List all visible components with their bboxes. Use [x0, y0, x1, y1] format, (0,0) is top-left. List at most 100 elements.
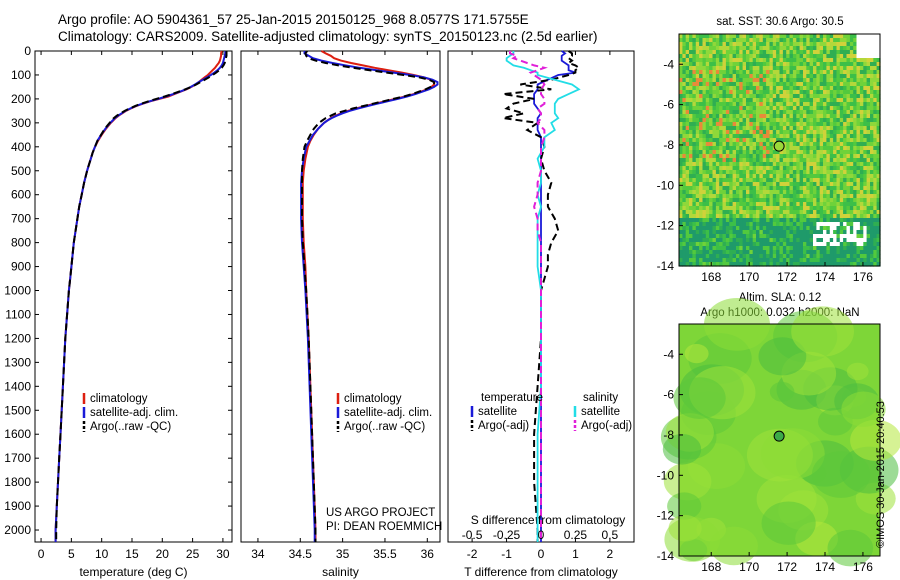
sst-cell	[776, 214, 781, 219]
sst-cell	[722, 210, 727, 215]
sst-cell	[870, 242, 874, 247]
sst-cell	[843, 70, 848, 75]
sst-cell	[759, 58, 764, 63]
sst-cell	[766, 86, 771, 91]
sst-cell	[789, 50, 794, 55]
sst-cell	[849, 162, 854, 167]
sst-cell	[772, 226, 777, 231]
sst-cell	[806, 114, 811, 119]
sst-cell	[803, 150, 807, 155]
sst-cell	[702, 50, 707, 55]
sst-cell	[776, 150, 781, 155]
sst-cell	[679, 218, 683, 223]
sst-cell	[699, 182, 704, 187]
sst-cell	[863, 134, 868, 139]
sst-cell	[789, 146, 794, 151]
sst-cell	[876, 190, 881, 195]
sst-cell	[756, 150, 760, 155]
sst-cell	[853, 214, 858, 219]
sst-cell	[682, 178, 687, 183]
sst-cell	[786, 258, 791, 263]
sst-cell	[682, 114, 687, 119]
sst-cell	[759, 242, 764, 247]
sst-cell	[782, 122, 787, 127]
sst-cell	[806, 222, 811, 227]
sst-cell	[846, 102, 851, 107]
sst-cell	[856, 202, 861, 207]
sst-cell	[685, 186, 690, 191]
sst-cell	[742, 166, 747, 171]
lat-tick-label: -14	[657, 259, 675, 273]
sst-cell	[699, 86, 704, 91]
sst-cell	[772, 158, 777, 163]
sst-cell	[836, 126, 841, 131]
sst-cell	[809, 202, 814, 207]
sst-cell	[705, 70, 710, 75]
sst-cell	[863, 214, 868, 219]
sst-cell	[859, 178, 864, 183]
sst-cell	[849, 46, 854, 51]
sst-cell	[719, 54, 724, 59]
sst-cell	[863, 54, 868, 59]
sst-cell	[722, 82, 727, 87]
sst-cell	[679, 210, 683, 215]
sst-cell	[725, 166, 730, 171]
sst-cell	[732, 106, 737, 111]
lon-tick-label: 170	[739, 270, 759, 284]
sst-cell	[792, 114, 797, 119]
sst-cell	[816, 142, 821, 147]
sst-cell	[803, 158, 807, 163]
sst-cell	[705, 146, 710, 151]
sst-cell	[792, 234, 797, 239]
sst-cell	[786, 98, 791, 103]
sst-cell	[779, 54, 784, 59]
sst-cell	[679, 230, 683, 235]
sst-cell	[705, 42, 710, 47]
sst-cell	[876, 250, 881, 255]
sst-cell	[692, 238, 697, 243]
sst-cell	[839, 190, 844, 195]
sst-cell	[779, 238, 784, 243]
sst-cell	[829, 226, 834, 231]
sst-cell	[813, 174, 817, 179]
sst-cell	[876, 182, 881, 187]
sst-cell	[813, 218, 817, 223]
sst-cell	[829, 246, 834, 251]
sst-cell	[846, 134, 851, 139]
sst-cell	[715, 82, 720, 87]
sst-cell	[749, 166, 754, 171]
sst-cell	[772, 150, 777, 155]
sst-cell	[846, 166, 851, 171]
sst-cell	[769, 218, 774, 223]
sst-cell	[786, 62, 791, 67]
sst-cell	[776, 178, 781, 183]
sst-cell	[866, 146, 871, 151]
sst-cell	[715, 86, 720, 91]
sst-cell	[699, 258, 704, 263]
sst-cell	[813, 58, 817, 63]
sst-cell	[866, 118, 871, 123]
sst-cell	[803, 206, 807, 211]
sst-cell	[739, 250, 744, 255]
sst-cell	[685, 174, 690, 179]
sst-cell	[779, 194, 784, 199]
sst-cell	[796, 198, 801, 203]
sst-cell	[819, 146, 824, 151]
sst-cell	[806, 174, 811, 179]
sst-cell	[689, 90, 693, 95]
sst-cell	[870, 114, 874, 119]
sst-cell	[816, 86, 821, 91]
sst-cell	[736, 202, 740, 207]
sst-cell	[799, 258, 804, 263]
sst-cell	[876, 78, 881, 83]
sst-cell	[689, 202, 693, 207]
sst-cell	[823, 182, 827, 187]
sst-cell	[685, 46, 690, 51]
sst-cell	[873, 114, 878, 119]
sst-cell	[829, 62, 834, 67]
sst-cell	[819, 102, 824, 107]
sst-cell	[772, 46, 777, 51]
sst-cell	[833, 250, 838, 255]
sst-cell	[715, 178, 720, 183]
sst-cell	[702, 114, 707, 119]
